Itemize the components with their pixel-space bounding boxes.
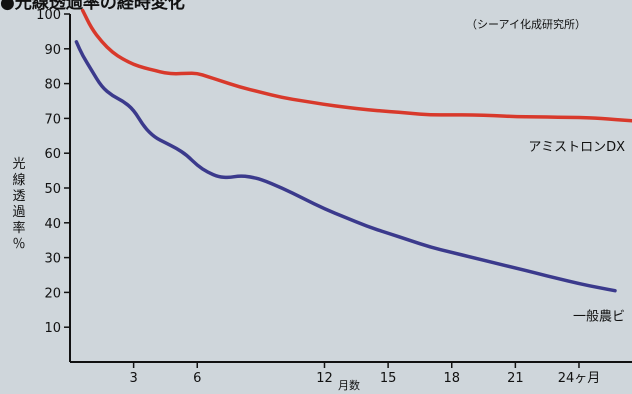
- y-tick-label: 10: [44, 321, 61, 336]
- y-tick-label: 100: [36, 8, 61, 23]
- y-tick-label: 40: [44, 217, 61, 232]
- y-tick-label: 30: [44, 252, 61, 267]
- series-label-1: アミストロンDX: [528, 140, 625, 155]
- y-axis-label-char: 光: [12, 157, 25, 172]
- x-axis-label-group: 月数: [338, 379, 360, 392]
- y-tick-label: 70: [44, 112, 61, 127]
- series-line-2: [74, 40, 617, 293]
- x-tick-label: 3: [129, 371, 137, 386]
- x-axis-label: 月数: [338, 379, 360, 392]
- y-axis-label-char: 過: [12, 205, 25, 220]
- x-tick-label: 21: [507, 371, 524, 386]
- x-tick-label: 12: [316, 371, 333, 386]
- x-ticks: 3 6 12 15 18 21 24ヶ月: [129, 362, 600, 386]
- y-axis-label-char: 線: [12, 172, 25, 188]
- y-axis-label: 光線透過率％: [12, 157, 25, 252]
- x-tick-label: 15: [380, 371, 397, 386]
- chart-title: ●光線透過率の経時変化: [0, 0, 185, 13]
- x-tick-label: 18: [443, 371, 460, 386]
- y-axis-label-char: 率: [12, 220, 25, 236]
- y-tick-label: 20: [44, 286, 61, 301]
- y-tick-label: 60: [44, 147, 61, 162]
- x-tick-label: 6: [193, 371, 201, 386]
- y-tick-label: 80: [44, 78, 61, 93]
- chart-source: （シーアイ化成研究所）: [466, 17, 586, 31]
- y-tick-label: 50: [44, 182, 61, 197]
- y-axis-label-char: ％: [12, 237, 25, 252]
- y-ticks: 10 20 30 40 50 60 70 80 90 100: [36, 8, 70, 336]
- series-line-1: [80, 8, 632, 123]
- y-axis-label-char: 透: [12, 189, 25, 204]
- series-label-2: 一般農ビ: [573, 309, 625, 325]
- series-lines: [74, 8, 632, 293]
- series-labels: アミストロンDX 一般農ビ: [528, 140, 625, 325]
- y-tick-label: 90: [44, 43, 61, 58]
- x-tick-label: 24ヶ月: [558, 371, 601, 386]
